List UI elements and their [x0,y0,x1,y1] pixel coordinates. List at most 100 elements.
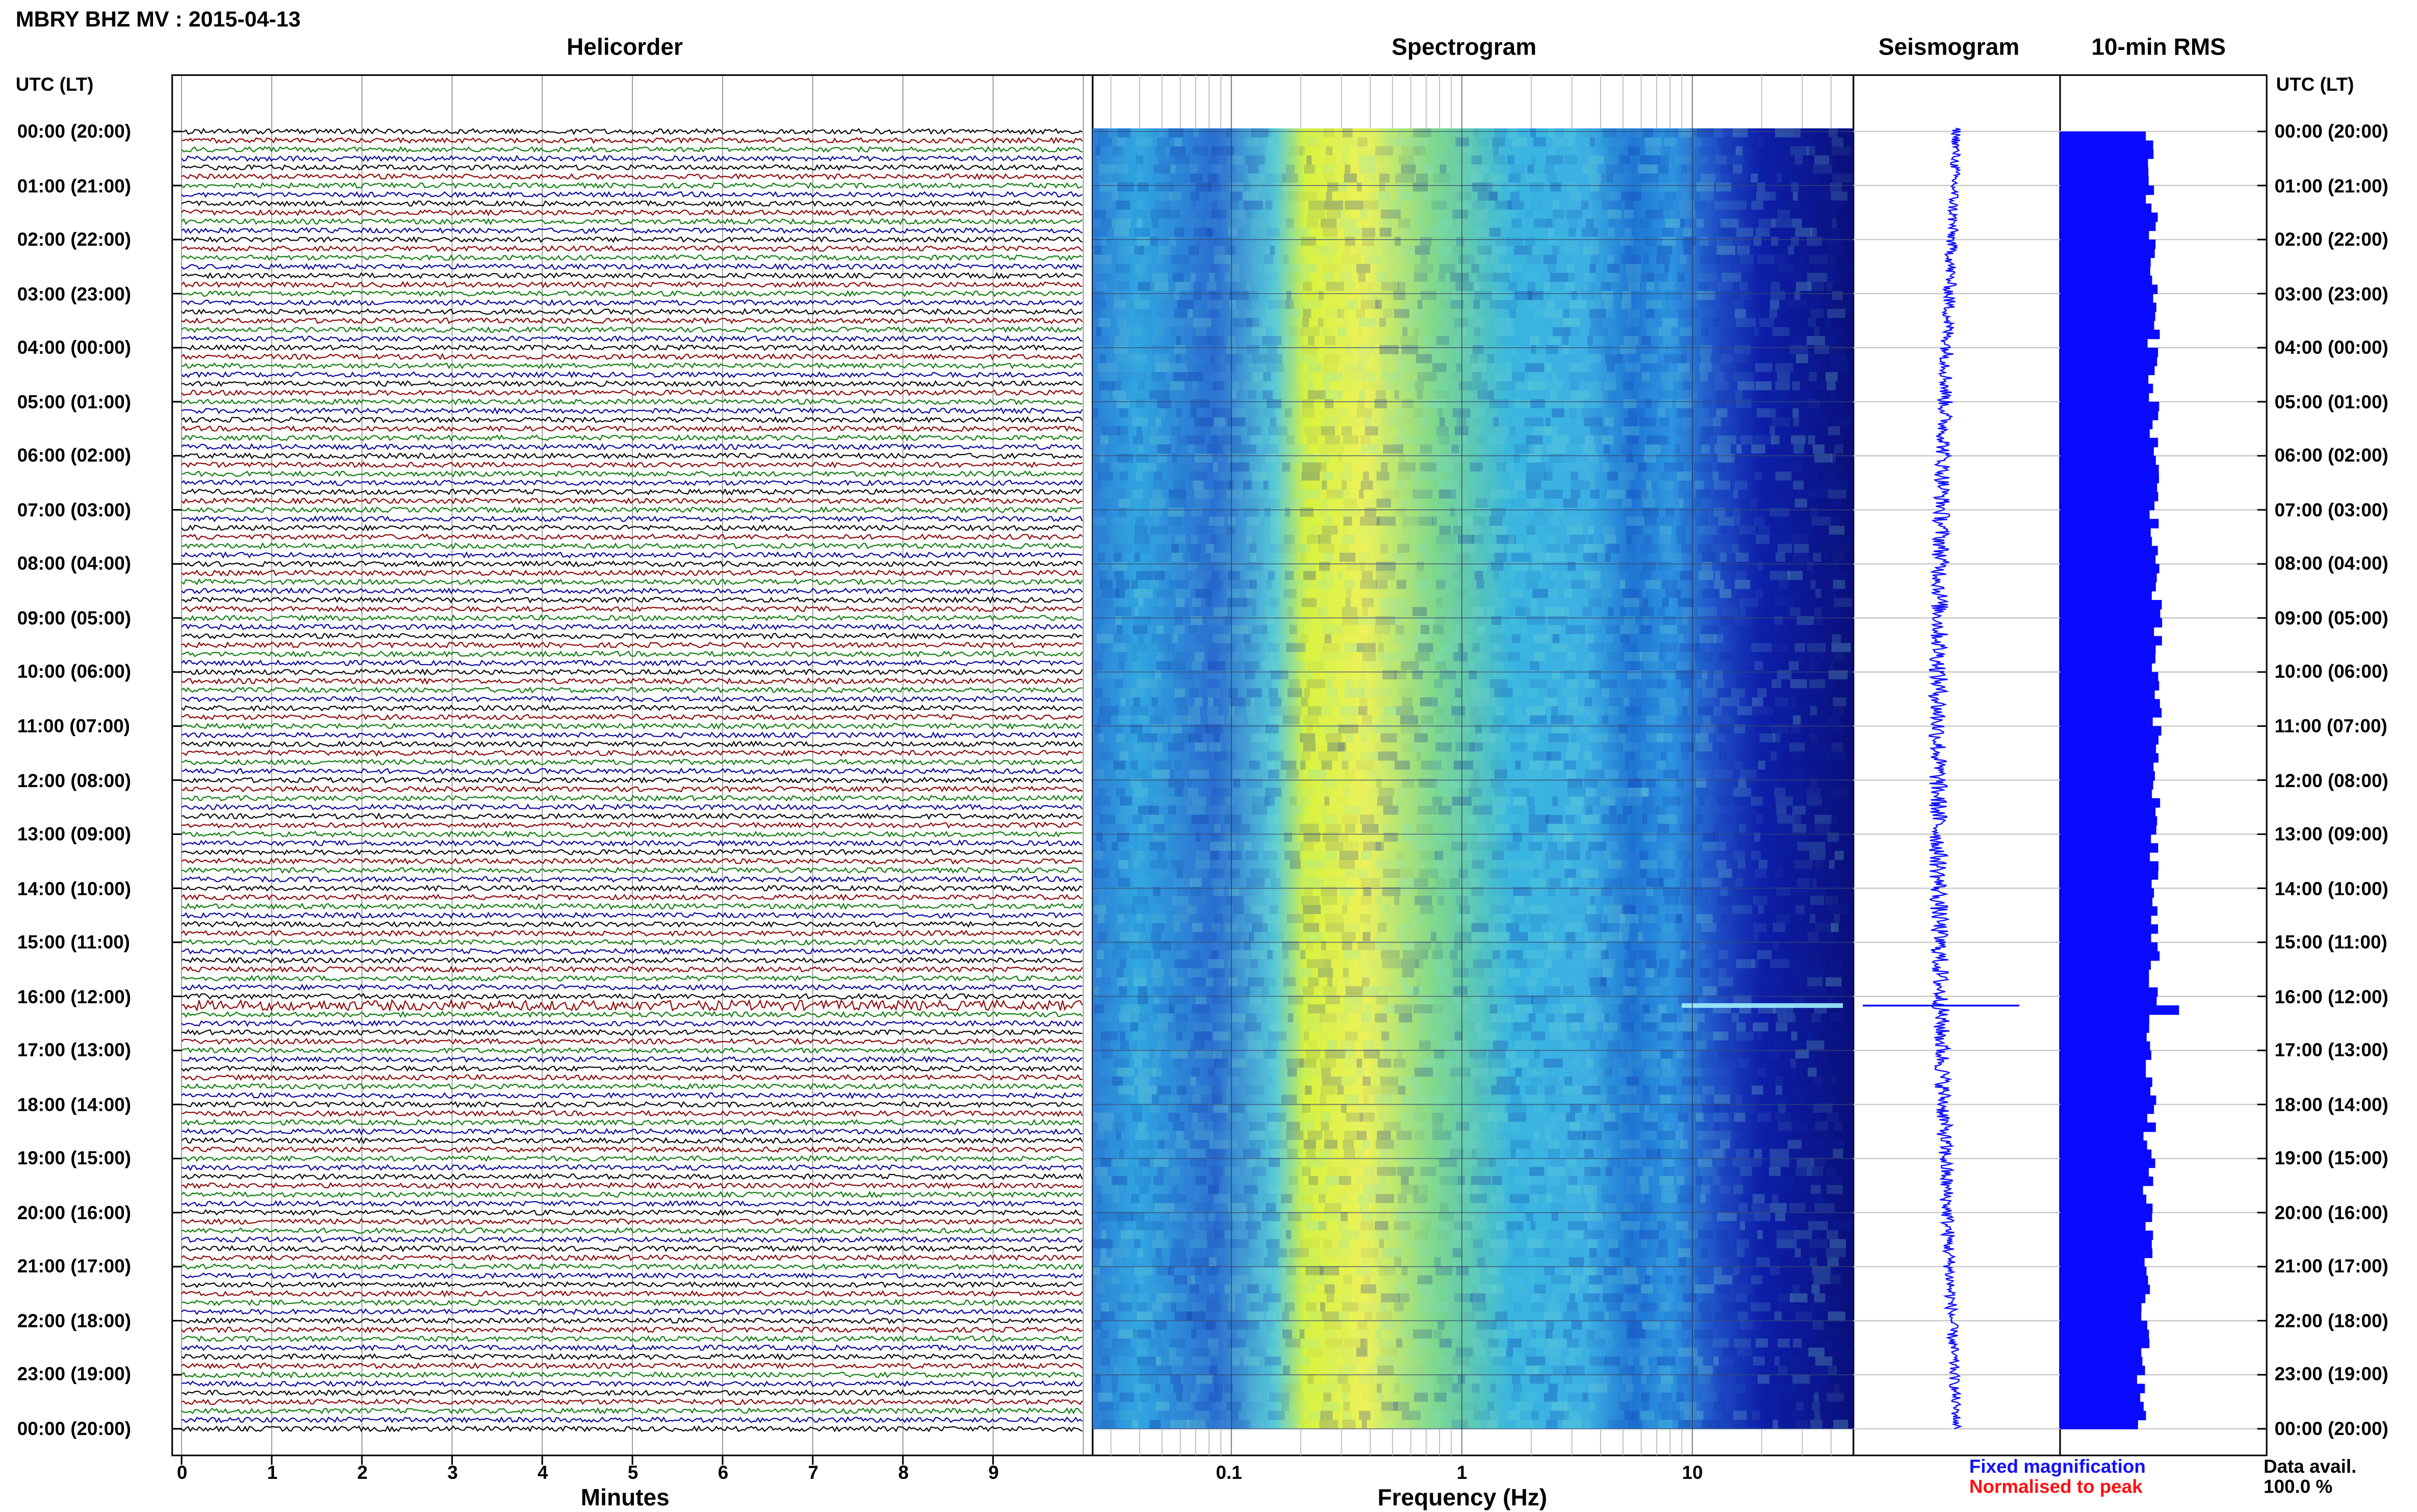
spectrogram-cell [1492,616,1502,625]
spectrogram-cell [1152,173,1160,183]
spectrogram-cell [1120,697,1125,707]
spectrogram-cell [1815,535,1835,544]
spectrogram-cell [1513,1248,1525,1258]
spectrogram-cell [1475,571,1483,580]
spectrogram-cell [1434,454,1452,463]
spectrogram-cell [1321,761,1332,770]
spectrogram-cell [1676,426,1682,435]
spectrogram-cell [1193,1094,1201,1104]
spectrogram-cell [1604,905,1624,914]
spectrogram-cell [1094,661,1102,670]
spectrogram-cell [1567,788,1586,797]
spectrogram-cell [1326,192,1332,201]
spectrogram-cell [1248,977,1264,986]
spectrogram-cell [1831,1077,1836,1086]
spectrogram-cell [1232,1122,1244,1131]
spectrogram-cell [1702,535,1710,544]
spectrogram-cell [1269,905,1277,914]
spectrogram-cell [1117,426,1128,435]
spectrogram-cell [1286,219,1294,228]
spectrogram-cell [1548,228,1554,237]
spectrogram-cell [1514,1004,1532,1013]
spectrogram-cell [1115,679,1123,688]
spectrogram-cell [1262,128,1272,138]
spectrogram-cell [1677,652,1682,661]
spectrogram-cell [1187,805,1205,815]
spectrogram-cell [1625,751,1634,761]
spectrogram-cell [1156,589,1173,598]
spectrogram-cell [1244,508,1259,517]
spectrogram-cell [1474,146,1486,155]
spectrogram-cell [1150,1185,1168,1194]
spectrogram-cell [1155,146,1165,155]
spectrogram-cell [1418,210,1423,219]
spectrogram-cell [1243,246,1256,255]
spectrogram-cell [1471,1122,1479,1131]
spectrogram-cell [1136,959,1141,969]
spectrogram-cell [1344,896,1349,905]
spectrogram-cell [1552,706,1558,715]
spectrogram-cell [1471,1067,1488,1077]
spectrogram-cell [1232,1104,1245,1113]
spectrogram-cell [1583,273,1596,282]
spectrogram-cell [1172,1185,1178,1194]
spectrogram-cell [1601,516,1617,526]
spectrogram-cell [1150,228,1155,237]
spectrogram-cell [1414,273,1427,282]
spectrogram-cell [1601,950,1609,959]
spectrogram-cell [1376,986,1395,996]
spectrogram-cell [1717,896,1735,905]
spectrogram-cell [1320,598,1328,607]
spectrogram-cell [1774,788,1785,797]
spectrogram-cell [1769,309,1777,318]
spectrogram-cell [1527,526,1535,535]
spectrogram-cell [1135,1131,1148,1140]
spectrogram-cell [1737,246,1750,255]
spectrogram-cell [1435,390,1451,400]
spectrogram-cell [1735,264,1753,273]
spectrogram-cell [1094,860,1114,869]
spectrogram-cell [1158,851,1163,860]
spectrogram-cell [1378,508,1385,517]
spectrogram-cell [1469,742,1483,751]
spectrogram-cell [1752,1086,1763,1095]
spectrogram-cell [1117,454,1133,463]
spectrogram-cell [1809,1158,1825,1167]
spectrogram-cell [1345,1031,1358,1040]
spectrogram-cell [1227,418,1245,427]
spectrogram-cell [1120,408,1128,418]
spectrogram-cell [1473,1094,1481,1104]
spectrogram-cell [1417,544,1428,553]
spectrogram-cell [1473,643,1480,652]
spectrogram-cell [1809,255,1828,264]
spectrogram-cell [1114,553,1122,562]
spectrogram-cell [1358,706,1367,715]
spectrogram-cell [1737,751,1747,761]
spectrogram-cell [1825,273,1840,282]
spectrogram-cell [1375,146,1393,155]
spectrogram-cell [1337,390,1342,400]
spectrogram-cell [1303,905,1321,914]
spectrogram-cell [1793,815,1801,824]
spectrogram-cell [1628,1158,1642,1167]
spectrogram-cell [1246,535,1252,544]
spectrogram-cell [1420,508,1432,517]
spectrogram-cell [1266,652,1274,661]
spectrogram-cell [1114,300,1126,309]
spectrogram-cell [1302,399,1315,408]
spectrogram-cell [1304,562,1315,571]
spectrogram-cell [1098,128,1108,138]
spectrogram-cell [1695,1067,1702,1077]
spectrogram-cell [1439,210,1455,219]
spectrogram-cell [1563,1086,1583,1095]
spectrogram-cell [1789,1203,1806,1212]
spectrogram-cell [1138,1248,1143,1258]
spectrogram-cell [1550,923,1558,932]
spectrogram-cell [1491,472,1498,481]
spectrogram-cell [1703,399,1711,408]
spectrogram-cell [1770,634,1778,643]
spectrogram-cell [1827,679,1834,688]
spectrogram-cell [1346,869,1355,878]
spectrogram-cell [1531,155,1536,165]
spectrogram-cell [1645,1194,1651,1203]
